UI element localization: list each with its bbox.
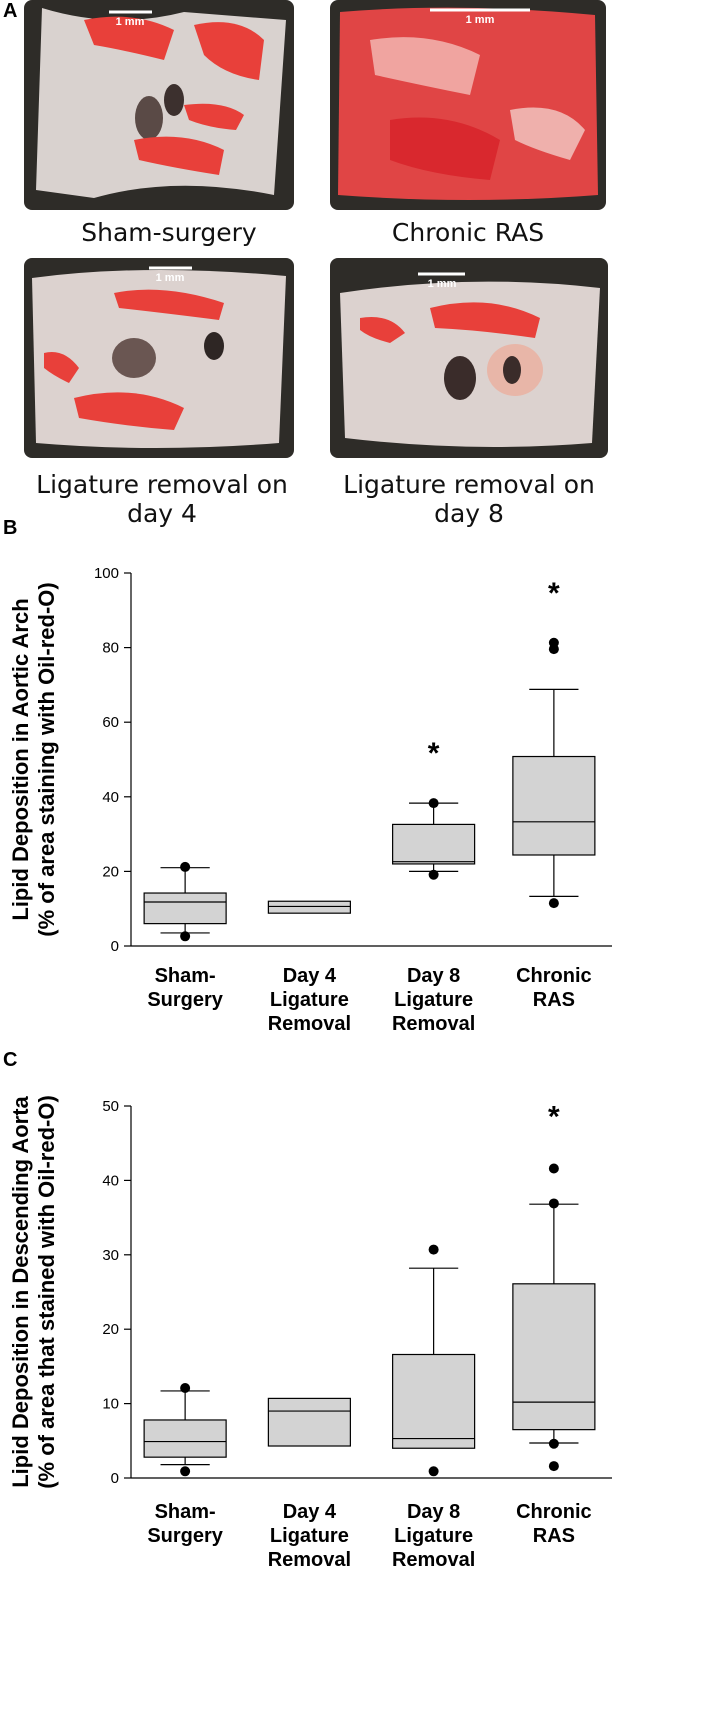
vessel-opening	[204, 332, 224, 360]
y-tick-label: 10	[102, 1396, 119, 1413]
chart-aortic-arch-svg: 0 20 40 60 80 100 Lipid Deposition in Aortic A…	[0, 520, 709, 1050]
chart-descending-aorta-svg: 0 10 20 30 40 50 Lipid Deposition in Descendin…	[0, 1050, 709, 1712]
x-category-label: Removal	[268, 1549, 351, 1571]
significance-marker: *	[428, 737, 440, 770]
box	[513, 757, 595, 855]
outlier-point	[180, 931, 190, 941]
x-category-label: Chronic	[516, 965, 592, 987]
outlier-point	[180, 1383, 190, 1393]
box	[268, 1398, 350, 1446]
outlier-point	[429, 1466, 439, 1476]
y-axis-title: Lipid Deposition in Descending Aorta	[8, 1095, 33, 1487]
y-axis-subtitle: (% of area that stained with Oil-red-O)	[34, 1095, 59, 1489]
y-tick-label: 60	[102, 714, 119, 731]
scale-bar-label: 1 mm	[466, 14, 495, 26]
x-category-label: RAS	[533, 1525, 575, 1547]
outlier-point	[549, 1439, 559, 1449]
x-category-label: RAS	[533, 989, 575, 1011]
y-tick-label: 0	[111, 938, 119, 955]
box-group-3: *	[393, 737, 475, 880]
box	[268, 901, 350, 913]
box-group-1	[144, 862, 226, 941]
y-axis-title: Lipid Deposition in Aortic Arch	[8, 598, 33, 920]
y-tick-label: 50	[102, 1098, 119, 1115]
outlier-point	[549, 644, 559, 654]
photo-caption: Chronic RAS	[330, 218, 606, 247]
chart-aortic-arch: 0 20 40 60 80 100 Lipid Deposition in Aortic A…	[0, 520, 709, 1050]
box	[513, 1284, 595, 1430]
scale-bar-label: 1 mm	[156, 272, 185, 284]
x-category-label: Ligature	[270, 989, 349, 1011]
x-category-label: Removal	[392, 1549, 475, 1571]
box	[144, 893, 226, 924]
chart-descending-aorta: 0 10 20 30 40 50 Lipid Deposition in Descendin…	[0, 1050, 709, 1712]
box-group-4: *	[513, 577, 595, 908]
x-category-label: Removal	[392, 1013, 475, 1035]
photo-chronic-ras: 1 mm	[330, 0, 606, 210]
outlier-point	[429, 870, 439, 880]
outlier-point	[180, 1466, 190, 1476]
y-tick-label: 0	[111, 1470, 119, 1487]
significance-marker: *	[548, 577, 560, 610]
y-tick-label: 30	[102, 1247, 119, 1264]
x-category-label: Ligature	[394, 989, 473, 1011]
box-group-1	[144, 1383, 226, 1476]
box	[393, 1354, 475, 1448]
x-category-label: Ligature	[270, 1525, 349, 1547]
panel-label-a: A	[3, 0, 17, 23]
x-category-label: Day 4	[283, 965, 337, 987]
y-tick-label: 100	[94, 565, 119, 582]
y-tick-label: 80	[102, 640, 119, 657]
x-category-label: Sham-	[155, 1501, 216, 1523]
y-tick-label: 20	[102, 863, 119, 880]
scale-bar-label: 1 mm	[428, 278, 457, 290]
y-tick-label: 40	[102, 789, 119, 806]
vessel-opening	[444, 356, 476, 400]
box-group-3	[393, 1245, 475, 1477]
y-axis-subtitle: (% of area staining with Oil-red-O)	[34, 582, 59, 936]
outlier-point	[429, 798, 439, 808]
photo-sham-surgery: 1 mm	[24, 0, 294, 210]
photo-ligature-removal-day-4: 1 mm	[24, 258, 294, 458]
outlier-point	[180, 862, 190, 872]
outlier-point	[549, 1461, 559, 1471]
vessel-opening	[112, 338, 156, 378]
box-group-2	[268, 1398, 350, 1446]
scale-bar-label: 1 mm	[116, 16, 145, 28]
outlier-point	[549, 898, 559, 908]
significance-marker: *	[548, 1100, 560, 1133]
photo-caption: Sham-surgery	[24, 218, 314, 247]
outlier-point	[549, 1198, 559, 1208]
x-category-label: Chronic	[516, 1501, 592, 1523]
x-category-label: Ligature	[394, 1525, 473, 1547]
box	[393, 824, 475, 864]
outlier-point	[429, 1245, 439, 1255]
x-category-label: Day 8	[407, 965, 460, 987]
x-category-label: Surgery	[147, 1525, 223, 1547]
x-category-label: Surgery	[147, 989, 223, 1011]
vessel-opening	[135, 96, 163, 140]
box-group-4: *	[513, 1100, 595, 1471]
x-category-label: Sham-	[155, 965, 216, 987]
x-category-label: Removal	[268, 1013, 351, 1035]
y-tick-label: 40	[102, 1172, 119, 1189]
box	[144, 1420, 226, 1457]
box-group-2	[268, 901, 350, 913]
x-category-label: Day 4	[283, 1501, 337, 1523]
outlier-point	[549, 1163, 559, 1173]
photo-ligature-removal-day-8: 1 mm	[330, 258, 608, 458]
x-category-label: Day 8	[407, 1501, 460, 1523]
vessel-opening	[164, 84, 184, 116]
vessel-opening	[503, 356, 521, 384]
y-tick-label: 20	[102, 1321, 119, 1338]
